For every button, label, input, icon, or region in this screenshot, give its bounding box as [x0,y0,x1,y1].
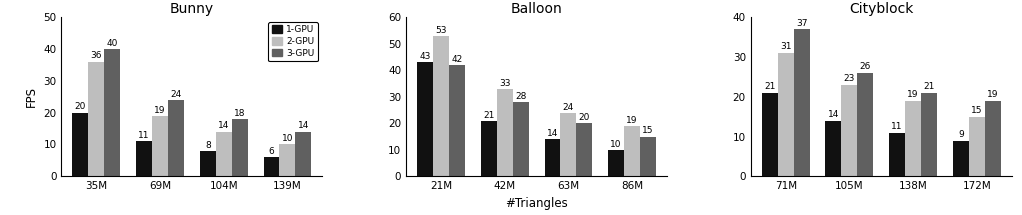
Text: 33: 33 [499,79,510,88]
Bar [545,139,560,176]
Text: 19: 19 [154,106,166,115]
Bar [905,101,921,176]
Bar [200,151,216,176]
Text: 14: 14 [297,121,309,131]
Text: 19: 19 [987,90,998,99]
Bar [152,116,168,176]
Text: 28: 28 [515,92,526,101]
Text: 26: 26 [860,62,871,71]
Text: 8: 8 [205,141,211,150]
Text: 23: 23 [844,74,855,83]
Bar [295,132,312,176]
Bar [216,132,232,176]
Text: 36: 36 [91,51,102,60]
Text: 42: 42 [452,55,463,64]
Text: 24: 24 [171,90,182,99]
Bar [921,93,937,176]
Text: 19: 19 [626,116,638,125]
Bar [480,121,497,176]
Text: 24: 24 [563,103,574,112]
Bar [857,73,873,176]
Text: 53: 53 [435,26,447,35]
X-axis label: #Triangles: #Triangles [505,197,568,210]
Bar [73,113,88,176]
Text: 14: 14 [547,129,558,138]
Bar [433,36,449,176]
Bar [826,121,841,176]
Bar [576,123,593,176]
Text: 19: 19 [908,90,919,99]
Text: 9: 9 [958,130,964,139]
Bar [417,62,433,176]
Text: 14: 14 [828,110,839,119]
Bar [624,126,640,176]
Bar [168,100,184,176]
Bar [513,102,528,176]
Bar [794,29,809,176]
Bar [560,113,576,176]
Bar [136,141,152,176]
Text: 11: 11 [891,122,902,131]
Bar [608,150,624,176]
Text: 6: 6 [269,147,274,156]
Bar [279,144,295,176]
Bar [841,85,857,176]
Text: 21: 21 [483,111,495,120]
Bar [889,132,905,176]
Text: 21: 21 [764,82,776,91]
Bar [449,65,465,176]
Title: Bunny: Bunny [170,2,214,16]
Bar [104,49,121,176]
Legend: 1-GPU, 2-GPU, 3-GPU: 1-GPU, 2-GPU, 3-GPU [268,22,318,61]
Bar [88,62,104,176]
Title: Balloon: Balloon [511,2,562,16]
Text: 43: 43 [419,52,431,61]
Text: 15: 15 [642,126,654,135]
Text: 40: 40 [106,39,118,48]
Text: 20: 20 [75,102,86,111]
Text: 14: 14 [218,121,229,131]
Text: 11: 11 [138,131,150,140]
Bar [264,157,279,176]
Text: 20: 20 [578,113,590,122]
Text: 21: 21 [923,82,935,91]
Title: Cityblock: Cityblock [849,2,914,16]
Bar [953,141,969,176]
Bar [761,93,778,176]
Text: 10: 10 [610,140,622,149]
Bar [232,119,247,176]
Text: 15: 15 [971,106,982,115]
Bar [778,53,794,176]
Text: 37: 37 [796,18,807,28]
Text: 31: 31 [780,42,791,51]
Bar [969,117,985,176]
Text: 18: 18 [234,109,245,118]
Bar [640,137,656,176]
Text: 10: 10 [282,134,293,143]
Y-axis label: FPS: FPS [25,86,38,107]
Bar [497,89,513,176]
Bar [985,101,1001,176]
